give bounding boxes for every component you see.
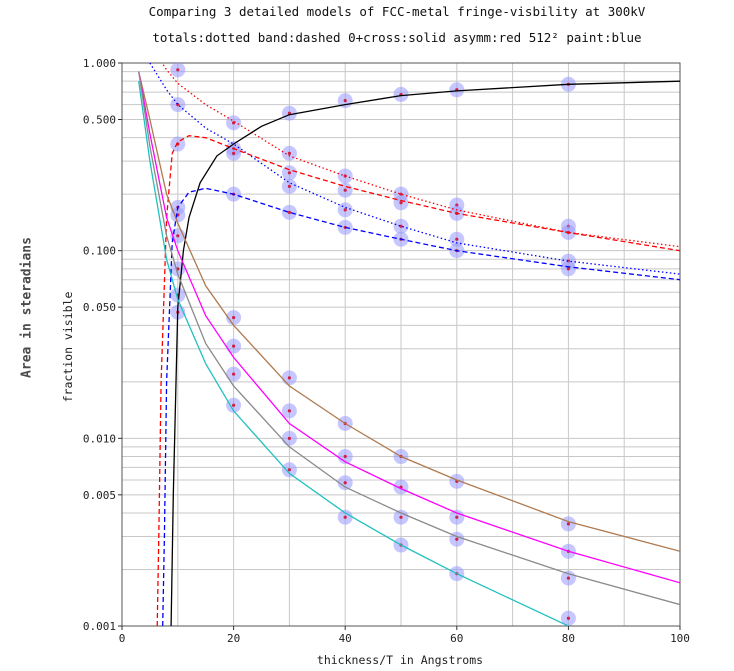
data-marker-center [232, 315, 236, 320]
data-marker-center [566, 267, 571, 271]
series-line-dashed-red [156, 135, 680, 626]
data-marker-center [343, 208, 347, 212]
x-tick-label: 40 [339, 632, 352, 645]
series-line-dashed-blue [162, 187, 680, 626]
y-tick-label: 0.001 [83, 620, 116, 633]
data-marker-center [232, 151, 236, 155]
series-line-solid-gray [138, 71, 680, 606]
data-marker-center [343, 99, 347, 103]
data-marker-center [399, 515, 403, 519]
data-marker-center [343, 515, 347, 519]
data-marker-center [399, 201, 403, 205]
data-marker-center [343, 454, 347, 459]
series-line-solid-magenta [138, 71, 680, 584]
data-marker-center [287, 409, 291, 413]
plot-frame [121, 62, 681, 627]
y-tick-label: 1.000 [83, 57, 116, 70]
data-marker-center [566, 576, 571, 580]
data-marker-center [399, 192, 403, 196]
x-tick-label: 80 [562, 632, 575, 645]
data-marker-center [232, 344, 236, 348]
data-marker-center [455, 203, 459, 207]
chart-subtitle: totals:dotted band:dashed 0+cross:solid … [152, 30, 642, 45]
data-marker-center [566, 522, 571, 526]
y-tick-label: 0.500 [83, 113, 116, 126]
data-marker-center [287, 436, 291, 440]
data-marker-center [287, 151, 291, 155]
data-marker-center [343, 188, 347, 192]
series-group [138, 63, 680, 626]
x-tick-label: 20 [227, 632, 240, 645]
x-tick-label: 60 [450, 632, 463, 645]
data-marker-center [287, 171, 291, 175]
data-marker-center [232, 403, 236, 407]
data-marker-center [455, 537, 459, 541]
data-marker-center [287, 184, 291, 189]
y-tick-label: 0.005 [83, 489, 116, 502]
chart-title: Comparing 3 detailed models of FCC-metal… [148, 4, 646, 19]
data-marker-center [232, 372, 236, 376]
data-marker-center [287, 468, 291, 472]
data-marker-center [176, 68, 180, 72]
x-tick-label: 100 [670, 632, 690, 645]
x-tick-label: 0 [119, 632, 126, 645]
series-line-solid-brown [138, 71, 680, 552]
y-tick-label: 0.100 [83, 245, 116, 258]
data-marker-center [455, 237, 459, 241]
y-tick-label: 0.050 [83, 301, 116, 314]
data-marker-center [399, 224, 403, 228]
series-line-dotted-red [161, 63, 680, 248]
data-marker-center [455, 515, 459, 519]
x-axis-label: thickness/T in Angstroms [316, 653, 484, 667]
data-marker-center [176, 234, 180, 238]
y-tick-label: 0.010 [83, 432, 116, 445]
series-line-solid-cyan [138, 81, 569, 626]
data-marker-center [343, 481, 347, 485]
data-marker-center [287, 210, 291, 214]
series-line-solid-black [170, 80, 680, 626]
data-marker-center [287, 376, 291, 380]
data-marker-center [566, 616, 571, 620]
